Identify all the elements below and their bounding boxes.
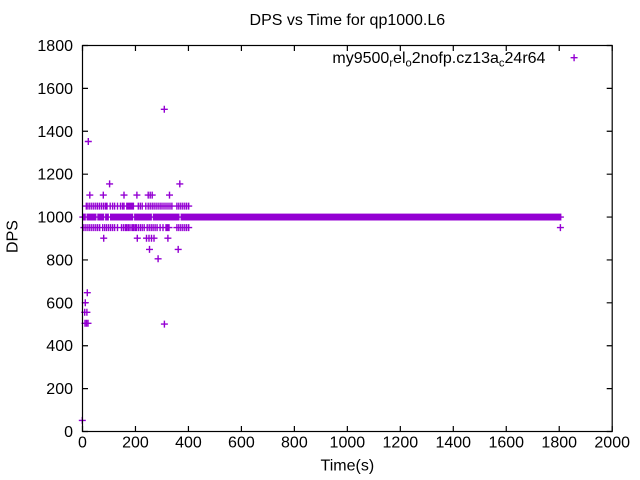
svg-text:400: 400 — [175, 435, 202, 452]
svg-text:1000: 1000 — [37, 210, 73, 227]
svg-text:Time(s): Time(s) — [321, 458, 375, 475]
svg-text:DPS: DPS — [4, 220, 21, 253]
svg-text:600: 600 — [46, 295, 73, 312]
svg-text:0: 0 — [78, 435, 87, 452]
svg-text:DPS vs Time for qp1000.L6: DPS vs Time for qp1000.L6 — [250, 12, 446, 29]
svg-text:1200: 1200 — [383, 435, 419, 452]
svg-text:1800: 1800 — [541, 435, 577, 452]
svg-text:800: 800 — [281, 435, 308, 452]
svg-text:400: 400 — [46, 338, 73, 355]
svg-text:1400: 1400 — [435, 435, 471, 452]
svg-text:600: 600 — [228, 435, 255, 452]
svg-text:0: 0 — [64, 424, 73, 441]
svg-text:1600: 1600 — [37, 81, 73, 98]
svg-text:my9500relo2nofp.cz13ac24r64: my9500relo2nofp.cz13ac24r64 — [332, 50, 545, 69]
svg-text:1200: 1200 — [37, 167, 73, 184]
svg-text:200: 200 — [46, 381, 73, 398]
svg-text:1400: 1400 — [37, 124, 73, 141]
svg-text:800: 800 — [46, 252, 73, 269]
svg-text:1600: 1600 — [488, 435, 524, 452]
svg-text:1800: 1800 — [37, 38, 73, 55]
svg-text:200: 200 — [122, 435, 149, 452]
svg-text:2000: 2000 — [594, 435, 630, 452]
svg-text:1000: 1000 — [330, 435, 366, 452]
